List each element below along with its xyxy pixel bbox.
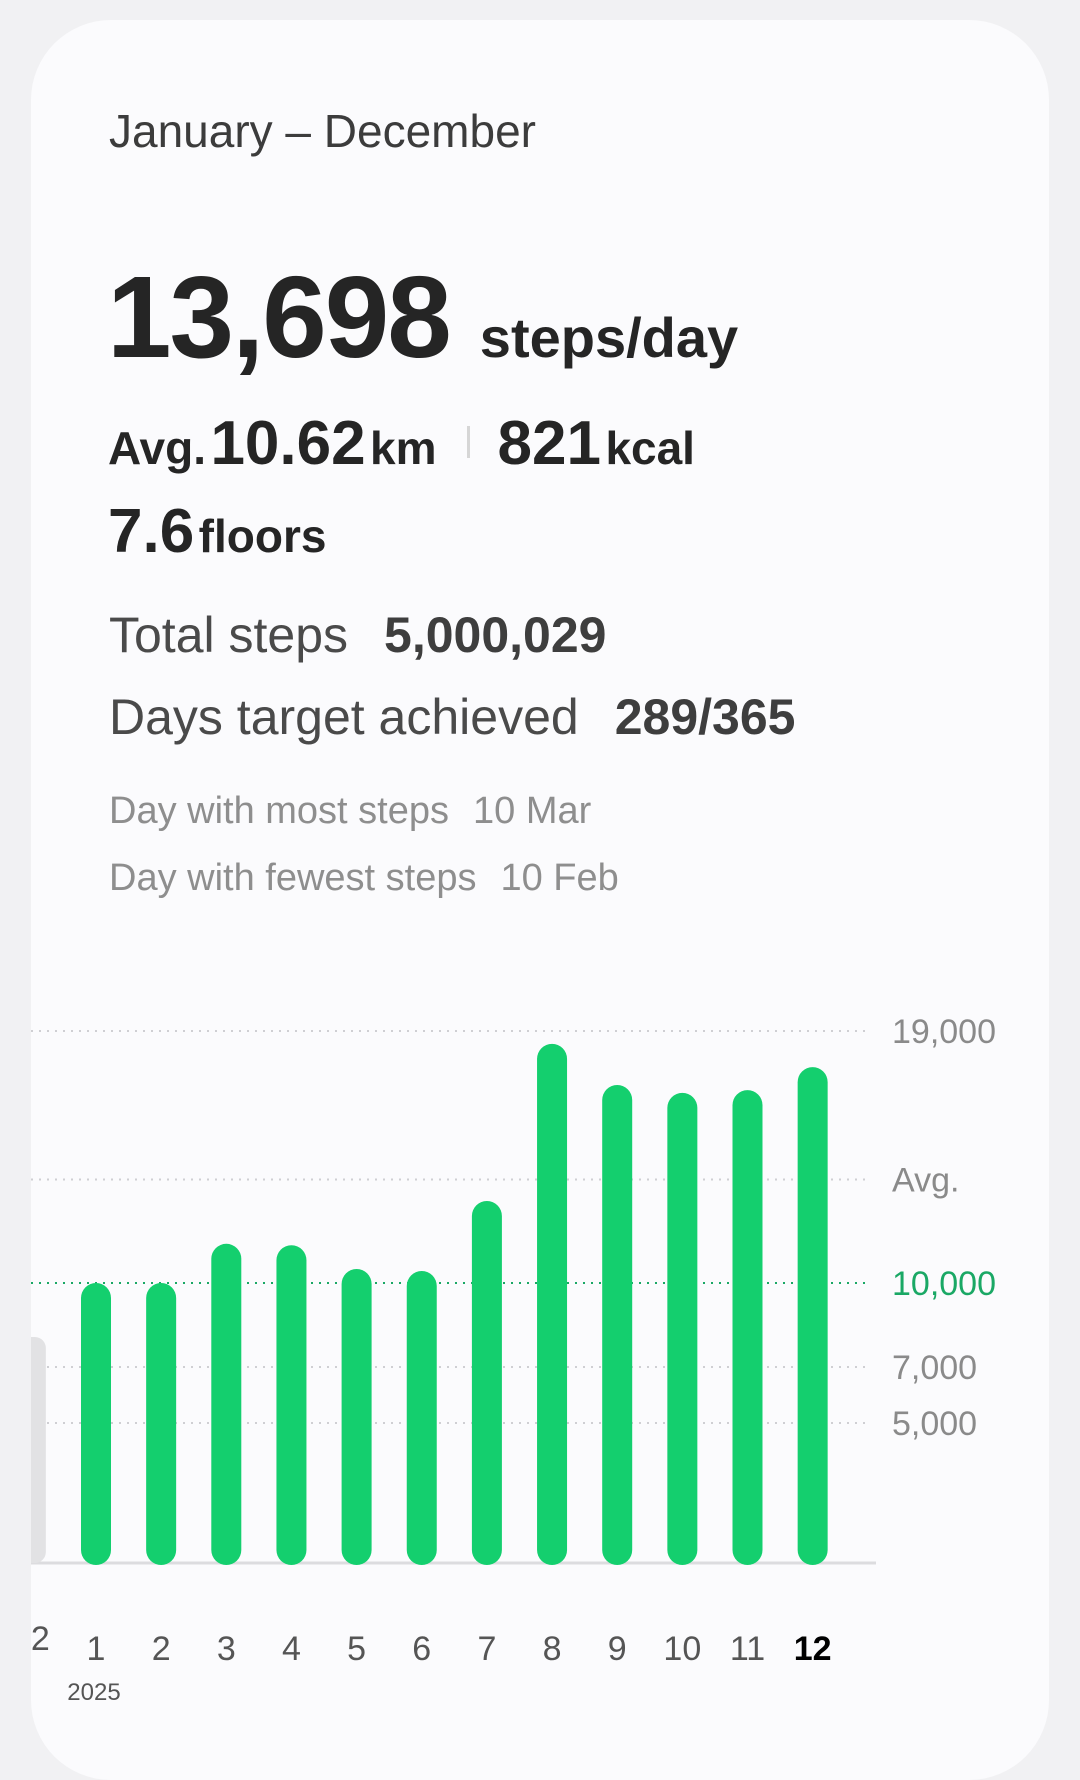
bar-month-12[interactable] (797, 1067, 828, 1565)
x-tick-label: 12 (794, 1630, 832, 1668)
bar-month-5[interactable] (341, 1269, 372, 1565)
x-tick-label: 7 (477, 1630, 496, 1668)
bar-month-3[interactable] (211, 1243, 242, 1565)
calories-unit: kcal (605, 422, 695, 474)
x-tick-label: 11 (730, 1630, 765, 1668)
x-tick-label-previous: 12 (12, 1620, 50, 1658)
steps-per-day-unit: steps/day (479, 306, 739, 369)
fewest-steps-day: Day with fewest steps 10 Feb (109, 857, 619, 900)
bar-month-2[interactable] (146, 1283, 177, 1565)
most-steps-value: 10 Mar (473, 790, 592, 832)
x-tick-label: 9 (608, 1630, 627, 1668)
x-tick-label: 8 (543, 1630, 562, 1668)
x-tick-label: 2 (152, 1630, 171, 1668)
bar-month-7[interactable] (471, 1200, 502, 1565)
avg-label: Avg. (108, 422, 206, 474)
calories-value: 821 (497, 409, 601, 478)
bar-month-8[interactable] (537, 1043, 568, 1565)
x-tick-label: 4 (282, 1630, 301, 1668)
distance-unit: km (370, 422, 437, 474)
floors: 7.6 floors (108, 496, 326, 567)
most-steps-day: Day with most steps 10 Mar (109, 790, 591, 833)
total-steps: Total steps 5,000,029 (109, 606, 606, 664)
bar-month-11[interactable] (732, 1090, 763, 1565)
bar-month-6[interactable] (406, 1270, 437, 1565)
distance-value: 10.62 (210, 409, 366, 478)
fewest-steps-value: 10 Feb (500, 857, 619, 899)
bar-month-4[interactable] (276, 1245, 307, 1565)
bar-previous[interactable] (16, 1337, 46, 1563)
x-tick-label: 1 (87, 1630, 106, 1668)
most-steps-label: Day with most steps (109, 790, 449, 832)
x-tick-label: 3 (217, 1630, 236, 1668)
floors-value: 7.6 (108, 497, 195, 566)
y-tick-label: Avg. (892, 1161, 959, 1199)
date-range: January – December (109, 105, 536, 157)
fewest-steps-label: Day with fewest steps (109, 857, 477, 899)
avg-distance-calories: Avg. 10.62 km 821 kcal (108, 408, 695, 479)
y-tick-label: 7,000 (892, 1349, 977, 1387)
steps-per-day: 13,698 steps/day (107, 250, 738, 384)
x-tick-label: 10 (663, 1630, 701, 1668)
y-tick-label: 10,000 (892, 1265, 996, 1303)
x-tick-label: 5 (347, 1630, 366, 1668)
bar-month-1[interactable] (81, 1283, 111, 1565)
divider (466, 426, 470, 458)
days-target-label: Days target achieved (109, 689, 579, 745)
days-target: Days target achieved 289/365 (109, 688, 795, 746)
y-tick-label: 19,000 (892, 1013, 996, 1051)
floors-unit: floors (198, 510, 327, 562)
bar-month-10[interactable] (667, 1092, 698, 1565)
bar-month-9[interactable] (602, 1085, 633, 1565)
year-label: 2025 (67, 1679, 120, 1706)
y-tick-label: 5,000 (892, 1405, 977, 1443)
total-steps-label: Total steps (109, 607, 349, 663)
total-steps-value: 5,000,029 (384, 607, 607, 663)
days-target-value: 289/365 (614, 689, 796, 745)
x-tick-label: 6 (412, 1630, 431, 1668)
steps-per-day-value: 13,698 (107, 252, 452, 382)
